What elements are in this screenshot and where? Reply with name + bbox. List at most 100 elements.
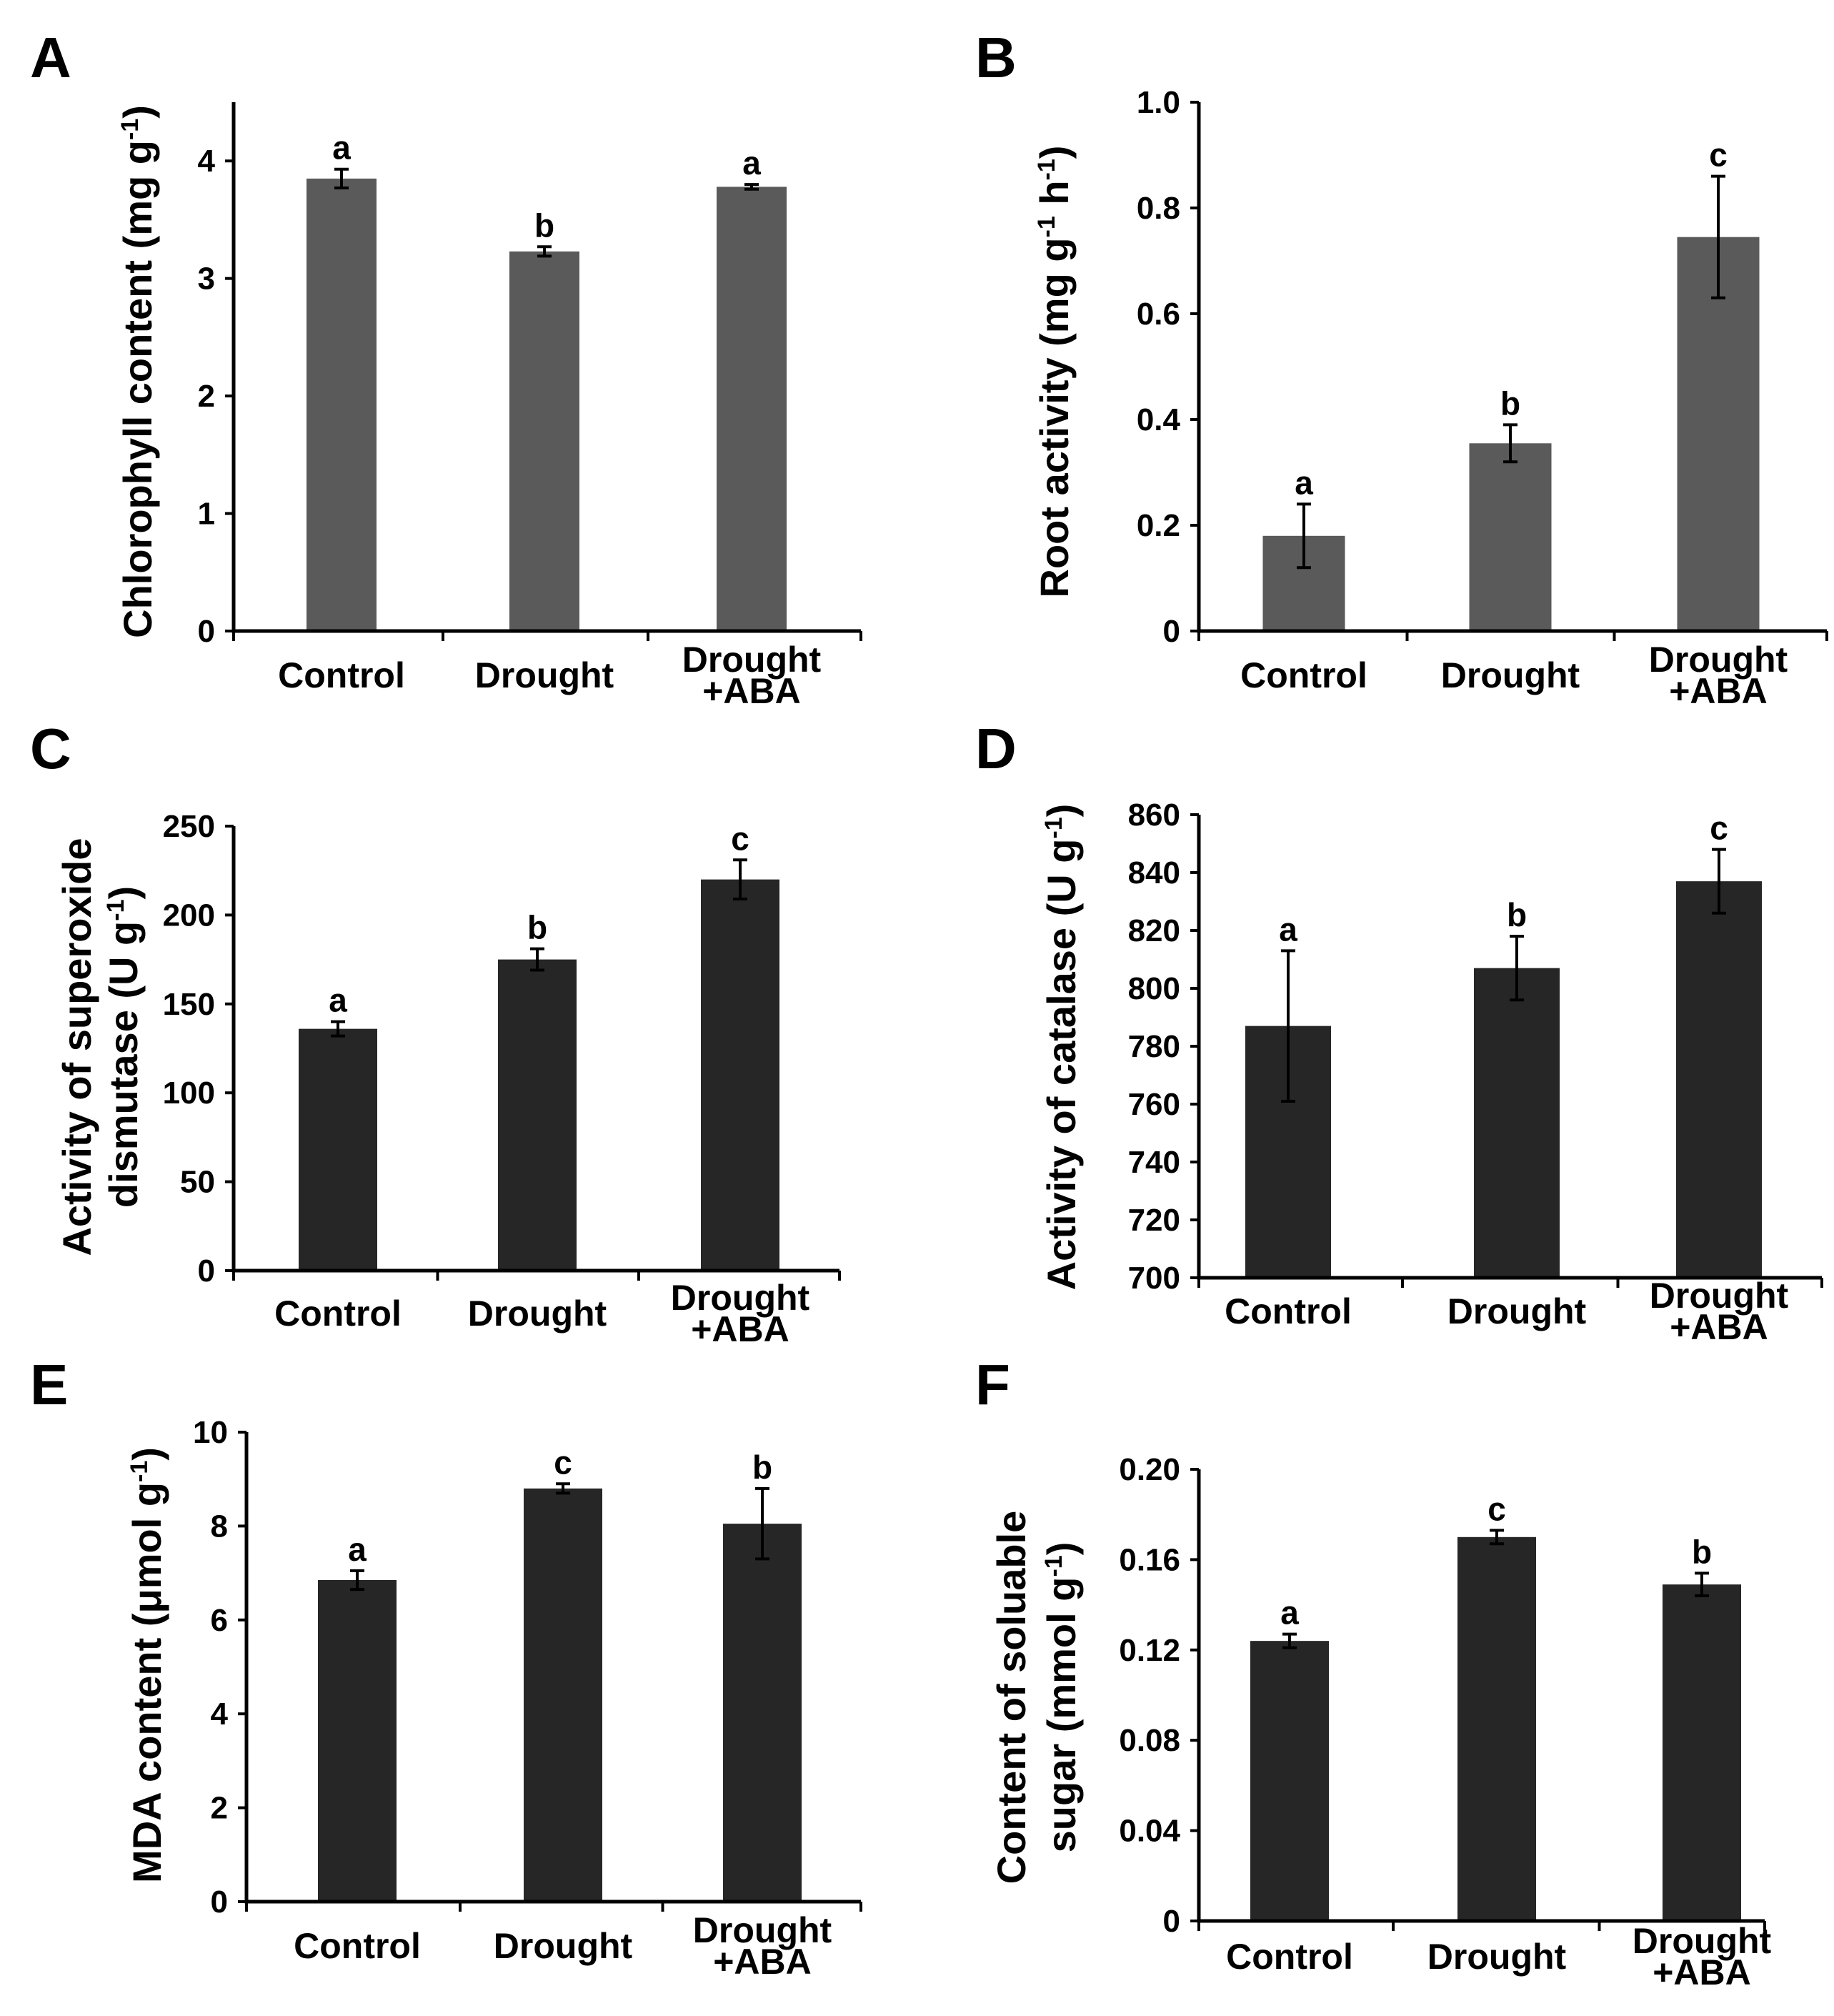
y-tick-label: 8 [211, 1509, 228, 1544]
category-label: Drought [682, 640, 822, 680]
category-label: Control [274, 1293, 402, 1334]
y-tick-label: 800 [1128, 971, 1180, 1006]
bar [1250, 1641, 1329, 1921]
significance-label: b [1500, 384, 1520, 422]
y-tick-label: 0.6 [1137, 297, 1180, 332]
y-tick-label: 700 [1128, 1261, 1180, 1296]
error-bar [1510, 935, 1524, 1002]
error-bar [1712, 848, 1726, 915]
y-axis-label: Activity of superoxide [54, 838, 99, 1256]
category-label: Drought [475, 655, 614, 695]
y-axis-label: Content of soluable [989, 1511, 1034, 1885]
bar [1457, 1536, 1536, 1921]
chart-panel-f: Fa c b 0 0.04 0.08 0.12 0.16 0.20 Control Drought D… [975, 1353, 1772, 1992]
y-tick-label: 2 [198, 379, 215, 414]
category-label: +ABA [691, 1309, 789, 1349]
y-axis-label: MDA content (μmol g-1) [124, 1447, 169, 1883]
y-axis-label: sugar (mmol g-1) [1039, 1542, 1084, 1853]
significance-label: a [329, 982, 347, 1019]
error-bar [1281, 949, 1295, 1103]
error-bar [744, 183, 759, 191]
y-tick-label: 6 [211, 1603, 228, 1638]
significance-label: c [554, 1444, 572, 1481]
y-tick-label: 2 [211, 1791, 228, 1826]
bar [524, 1488, 602, 1902]
y-tick-label: 760 [1128, 1087, 1180, 1122]
error-bar [1490, 1529, 1504, 1546]
bar [1677, 237, 1760, 631]
error-bar [1297, 502, 1311, 570]
category-label: +ABA [1670, 1307, 1768, 1347]
significance-label: a [1279, 910, 1297, 948]
error-bar [755, 1486, 769, 1561]
error-bar [556, 1482, 570, 1495]
bar [723, 1524, 802, 1902]
category-label: Drought [1427, 1937, 1567, 1977]
y-tick-label: 0 [1163, 614, 1180, 649]
y-tick-label: 150 [163, 987, 215, 1022]
significance-label: b [534, 207, 554, 244]
y-tick-label: 780 [1128, 1029, 1180, 1064]
significance-label: a [332, 129, 351, 167]
chart-panel-c: Ca b c 0 50 100 150 200 250 Control Drought Drought… [30, 717, 841, 1349]
category-label: Control [1225, 1291, 1352, 1331]
panel-letter: A [30, 26, 71, 89]
y-axis-label: Activity of catalase (U g-1) [1039, 804, 1084, 1291]
y-tick-label: 3 [198, 262, 215, 297]
significance-label: b [1507, 896, 1527, 933]
y-axis-label: Root activity (mg g-1 h-1) [1032, 146, 1077, 598]
significance-label: a [1280, 1594, 1299, 1632]
bar [717, 187, 787, 631]
y-tick-label: 820 [1128, 913, 1180, 948]
error-bar [331, 1020, 345, 1038]
significance-label: c [1487, 1490, 1506, 1527]
y-tick-label: 740 [1128, 1145, 1180, 1180]
y-tick-label: 100 [163, 1076, 215, 1111]
category-label: Drought [1650, 1276, 1789, 1316]
y-tick-label: 840 [1128, 855, 1180, 890]
significance-label: c [1709, 136, 1728, 174]
error-bar [334, 167, 349, 190]
chart-panel-d: Da b c 700 720 740 760 780 800 820 840 860 Control Dr… [975, 717, 1823, 1347]
category-label: +ABA [702, 671, 801, 711]
panel-letter: F [975, 1353, 1010, 1416]
y-tick-label: 4 [211, 1697, 229, 1732]
error-bar [530, 947, 544, 972]
bar [701, 879, 779, 1271]
category-label: Drought [1633, 1921, 1772, 1961]
y-tick-label: 10 [193, 1415, 228, 1450]
category-label: Control [294, 1926, 421, 1966]
panel-letter: D [975, 717, 1017, 780]
y-tick-label: 1 [198, 497, 215, 532]
significance-label: a [742, 144, 761, 182]
category-label: Drought [468, 1293, 607, 1334]
category-label: Control [1240, 655, 1367, 695]
significance-label: b [527, 909, 547, 946]
y-tick-label: 0.4 [1137, 402, 1181, 437]
y-tick-label: 0.12 [1119, 1633, 1180, 1668]
y-tick-label: 0 [198, 1253, 215, 1288]
y-axis-label: dismutase (U g-1) [101, 886, 146, 1208]
category-label: +ABA [1653, 1952, 1751, 1992]
error-bar [1711, 174, 1725, 299]
y-tick-label: 4 [198, 144, 216, 179]
bar [307, 178, 377, 631]
bar [318, 1579, 397, 1902]
category-label: +ABA [713, 1942, 812, 1982]
category-label: Drought [1447, 1291, 1587, 1331]
error-bar [537, 245, 552, 258]
significance-label: b [752, 1449, 772, 1486]
significance-label: b [1692, 1533, 1712, 1570]
error-bar [733, 858, 747, 901]
y-tick-label: 0 [211, 1885, 228, 1920]
panel-letter: E [30, 1353, 68, 1416]
panel-letter: B [975, 26, 1017, 89]
y-tick-label: 860 [1128, 798, 1180, 833]
bar [509, 251, 579, 631]
y-tick-label: 0 [198, 614, 215, 649]
panel-letter: C [30, 717, 71, 780]
bar [1469, 443, 1552, 631]
category-label: Drought [693, 1910, 832, 1950]
